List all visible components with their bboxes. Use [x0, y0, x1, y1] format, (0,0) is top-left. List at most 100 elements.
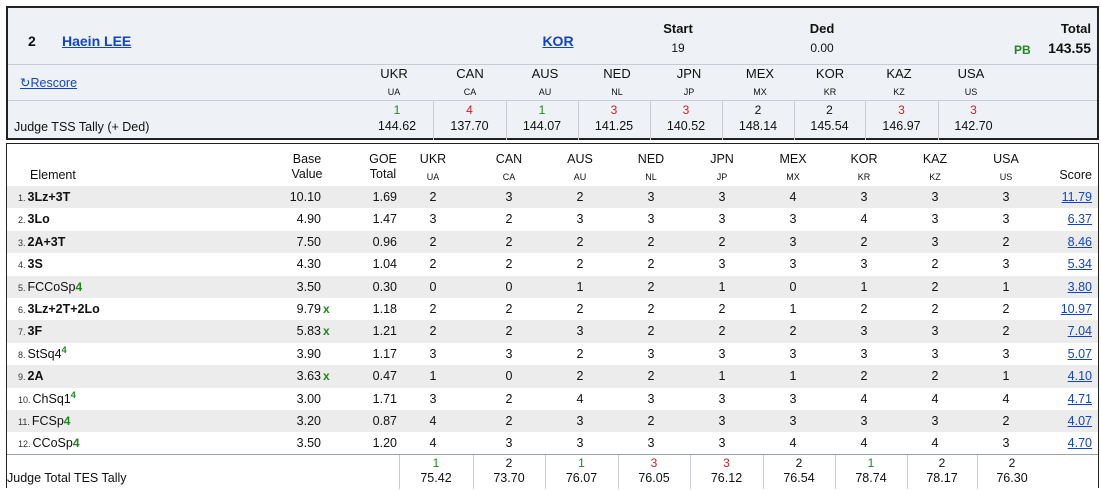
element-score-link[interactable]: 10.97: [1060, 302, 1092, 316]
header-element: Element: [30, 168, 76, 182]
judge-country-code: JP: [716, 172, 728, 182]
element-name: 2A: [27, 369, 44, 384]
element-row: 2. 3Lo 4.90 1.47 3 2 3 3 3 3 4 3 3 6.37: [7, 208, 1098, 230]
judge-goe-mark: 0: [789, 279, 797, 294]
judge-country-code: KZ: [893, 87, 905, 97]
start-label: Start: [663, 21, 693, 36]
judge-code: USA: [993, 152, 1019, 166]
element-cell: 7. 3F: [18, 320, 42, 342]
tes-rank: 2: [795, 456, 803, 470]
header-goe-total: GOE Total: [358, 152, 408, 182]
judge-goe-mark: 3: [931, 212, 939, 227]
judge-goe-mark: 3: [429, 391, 437, 406]
element-score-link[interactable]: 11.79: [1061, 190, 1092, 204]
column-divider: [977, 455, 978, 489]
tss-total: 142.70: [954, 119, 993, 133]
column-divider: [865, 101, 866, 140]
tss-rank: 3: [682, 103, 690, 117]
tes-total: 76.07: [565, 471, 598, 485]
element-score-link[interactable]: 4.71: [1067, 391, 1092, 406]
judge-goe-mark: 4: [860, 391, 868, 406]
base-value: 9.79: [296, 302, 321, 316]
element-name: 3Lz+2T+2Lo: [27, 302, 100, 316]
element-cell: 10. ChSq14: [18, 388, 76, 410]
judge-goe-mark: 2: [718, 302, 726, 316]
judge-code: NED: [603, 66, 631, 81]
judge-goe-mark: 3: [718, 391, 726, 406]
judge-goe-mark: 1: [718, 279, 726, 294]
goe-total: 1.71: [372, 391, 397, 406]
tss-tally-label: Judge TSS Tally (+ Ded): [14, 120, 150, 134]
judge-goe-mark: 2: [576, 190, 584, 204]
judge-goe-mark: 3: [1002, 346, 1010, 361]
tes-rank: 2: [1008, 456, 1016, 470]
element-cell: 6. 3Lz+2T+2Lo: [18, 298, 100, 320]
element-score-link[interactable]: 3.80: [1067, 279, 1092, 294]
element-score-link[interactable]: 6.37: [1067, 212, 1092, 227]
tss-total: 144.07: [522, 119, 562, 133]
element-score-link[interactable]: 4.07: [1067, 414, 1092, 428]
element-cell: 5. FCCoSp4: [18, 276, 82, 298]
tes-total: 76.12: [710, 471, 743, 485]
element-score-link[interactable]: 5.34: [1067, 257, 1092, 272]
judge-goe-mark: 3: [789, 391, 797, 406]
judge-goe-mark: 3: [931, 346, 939, 361]
judge-goe-mark: 3: [429, 212, 437, 227]
judge-goe-mark: 3: [429, 346, 437, 361]
element-score-link[interactable]: 4.70: [1067, 436, 1092, 451]
judge-goe-mark: 3: [860, 346, 868, 361]
header-goe-line2: Total: [369, 167, 397, 181]
element-cell: 9. 2A: [18, 365, 44, 387]
judge-country-code: UA: [426, 172, 440, 182]
element-name: 3Lz+3T: [27, 190, 71, 204]
skater-name-link[interactable]: Haein LEE: [62, 33, 132, 49]
element-number: 12.: [18, 439, 31, 450]
base-value: 5.83: [296, 324, 321, 339]
element-name: FCCoSp: [27, 279, 76, 294]
judge-goe-mark: 2: [576, 257, 584, 272]
element-score-link[interactable]: 5.07: [1067, 346, 1092, 361]
element-table: Element Base Value GOE Total UKR UA CAN CA A…: [6, 143, 1099, 489]
element-score-link[interactable]: 4.10: [1067, 369, 1092, 384]
base-value: 10.10: [289, 190, 321, 204]
judge-goe-mark: 3: [576, 212, 584, 227]
judge-goe-mark: 3: [789, 257, 797, 272]
judge-goe-mark: 3: [505, 436, 513, 451]
element-number: 6.: [18, 305, 26, 315]
judge-goe-mark: 2: [860, 234, 868, 249]
judge-code: MEX: [745, 66, 775, 81]
goe-total: 1.17: [372, 346, 397, 361]
goe-total: 0.47: [372, 369, 397, 384]
judge-goe-mark: 2: [505, 414, 513, 428]
skater-rank: 2: [28, 33, 36, 49]
judge-country-code: CA: [463, 87, 477, 97]
judge-goe-mark: 2: [429, 324, 437, 339]
skater-nation-link[interactable]: KOR: [542, 33, 574, 49]
element-score-link[interactable]: 7.04: [1067, 324, 1092, 339]
element-score-link[interactable]: 8.46: [1067, 234, 1092, 249]
element-row: 9. 2A 3.63 x 0.47 1 0 2 2 1 1 2 2 1 4.10: [7, 365, 1098, 388]
judge-code: UKR: [419, 152, 447, 166]
column-divider: [722, 101, 723, 140]
element-number: 3.: [18, 237, 26, 248]
judge-country-code: UA: [387, 87, 401, 97]
judge-goe-mark: 4: [931, 391, 939, 406]
judge-goe-mark: 3: [647, 346, 655, 361]
element-number: 8.: [18, 349, 26, 360]
element-row: 4. 3S 4.30 1.04 2 2 2 2 3 3 3 2 3 5.34: [7, 253, 1098, 275]
judge-goe-mark: 3: [647, 391, 655, 406]
tss-rank: 3: [898, 103, 905, 117]
judge-goe-mark: 2: [931, 302, 939, 316]
base-value: 3.90: [296, 346, 321, 361]
element-name: 2A+3T: [27, 234, 66, 249]
rescore-label: Rescore: [30, 76, 78, 90]
goe-total: 0.87: [372, 414, 397, 428]
judge-goe-mark: 3: [860, 257, 868, 272]
judge-goe-mark: 3: [931, 234, 939, 249]
judge-goe-mark: 0: [505, 279, 513, 294]
judge-code: MEX: [779, 152, 807, 166]
judge-goe-mark: 3: [718, 212, 726, 227]
judge-goe-mark: 4: [429, 414, 437, 428]
judge-goe-mark: 3: [789, 234, 797, 249]
rescore-link[interactable]: ↻Rescore: [20, 75, 77, 90]
